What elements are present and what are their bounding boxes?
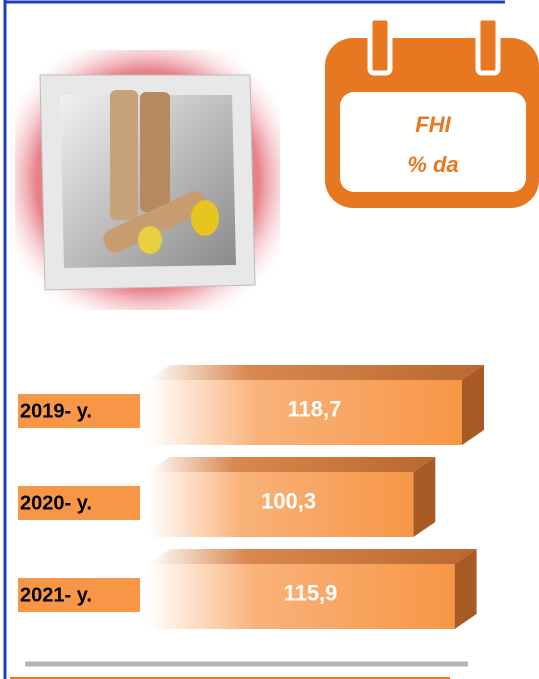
category-label: 2019- y. — [20, 400, 92, 422]
photo — [15, 50, 280, 310]
title: FHI — [415, 112, 451, 137]
page: {"chart_data": {"type": "bar", "title": … — [0, 0, 539, 679]
bar-top — [148, 365, 484, 380]
subtitle: % da — [407, 152, 458, 177]
bars: 118,7 2019- y. 100,3 2020- y. 115,9 2021- y. — [18, 365, 484, 629]
value-label: 118,7 — [287, 396, 341, 421]
category-label: 2021- y. — [20, 584, 92, 606]
bar-top — [148, 549, 477, 564]
value-label: 115,9 — [284, 580, 338, 605]
category-label: 2020- y. — [20, 492, 92, 514]
bar-top — [148, 457, 435, 472]
chart: FHI % da 118,7 2019- y. 100,3 2020- y. 115,9… — [0, 0, 539, 679]
value-label: 100,3 — [261, 488, 316, 513]
